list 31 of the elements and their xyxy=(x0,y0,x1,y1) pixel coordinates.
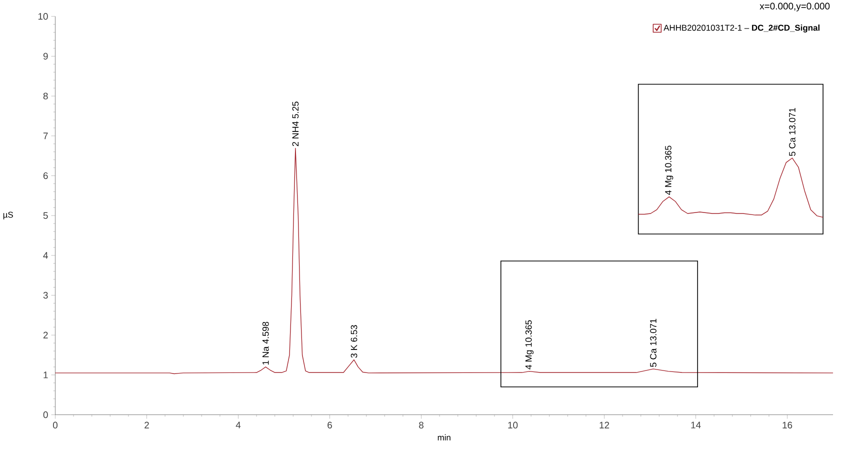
y-tick-label: 4 xyxy=(43,252,48,259)
annotation: 5 Ca 13.071 xyxy=(650,319,656,368)
x-tick-label: 8 xyxy=(419,422,424,429)
x-tick-label: 10 xyxy=(508,422,518,429)
x-tick-label: 4 xyxy=(236,422,241,428)
x-tick-label: 6 xyxy=(328,422,332,429)
legend-label: AHHB20201031T2-1 – DC_2#CD_Signal xyxy=(664,24,820,33)
annotation: 2 NH4 5.25 xyxy=(292,102,299,146)
annotation: 5 Ca 13.071 xyxy=(789,108,796,156)
y-tick-label: 0 xyxy=(43,412,48,418)
y-tick-label: 10 xyxy=(38,13,48,20)
y-tick-label: 9 xyxy=(43,53,48,60)
annotation: 3 K 6.53 xyxy=(350,325,358,358)
annotation: 4 Mg 10.365 xyxy=(665,146,674,196)
y-tick-label: 1 xyxy=(44,372,48,378)
y-tick-label: 2 xyxy=(43,332,48,339)
x-tick-label: 14 xyxy=(691,422,701,428)
x-axis-title: min xyxy=(438,434,450,441)
x-tick-label: 12 xyxy=(600,422,610,429)
y-tick-label: 6 xyxy=(43,172,48,180)
x-tick-label: 16 xyxy=(782,422,792,429)
y-tick-label: 3 xyxy=(43,292,48,299)
annotation: 4 Mg 10.365 xyxy=(525,320,534,370)
annotation: 1 Na 4.598 xyxy=(262,322,269,365)
text: x=0.000,y=0.000 xyxy=(760,2,830,12)
y-tick-label: 8 xyxy=(43,92,48,100)
y-tick-label: 7 xyxy=(43,132,48,140)
y-axis-title: µS xyxy=(3,212,13,220)
x-tick-label: 2 xyxy=(144,422,149,429)
y-tick-label: 5 xyxy=(43,212,48,220)
x-tick-label: 0 xyxy=(52,422,58,429)
